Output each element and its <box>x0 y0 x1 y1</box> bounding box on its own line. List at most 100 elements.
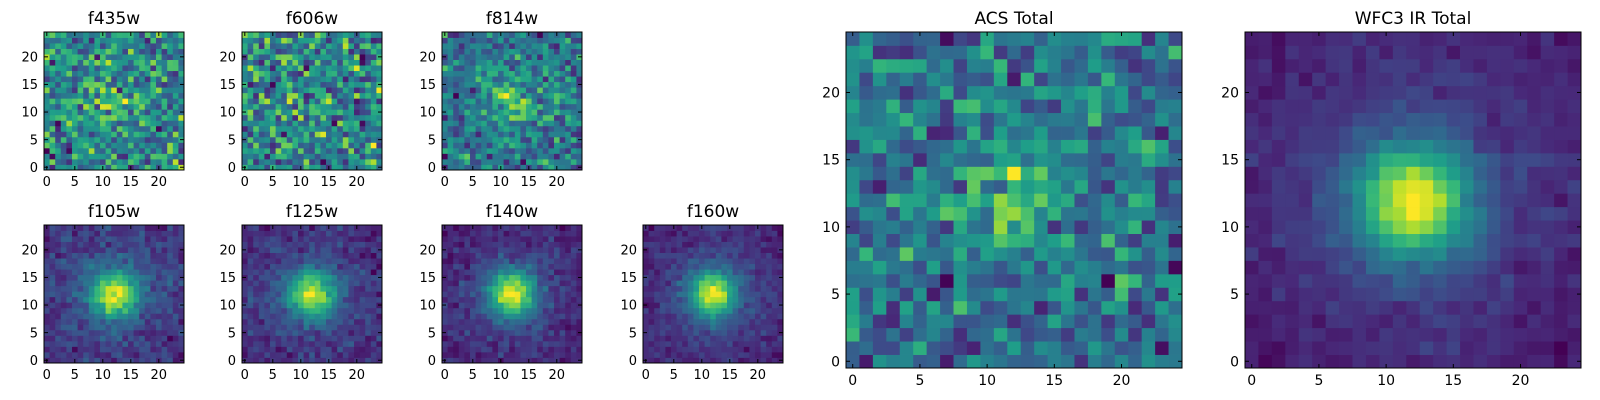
heatmap-cell <box>314 346 321 353</box>
x-tick-label: 10 <box>493 175 510 190</box>
heatmap-cell <box>100 109 106 116</box>
heatmap-cell <box>342 158 349 165</box>
heatmap-cell <box>676 291 683 298</box>
heatmap-cell <box>156 142 162 149</box>
heatmap-cell <box>156 346 162 353</box>
heatmap-cell <box>481 252 488 259</box>
heatmap-cell <box>337 241 344 248</box>
heatmap-cell <box>72 280 78 287</box>
heatmap-cell <box>682 274 689 281</box>
heatmap-cell <box>275 142 282 149</box>
heatmap-cell <box>458 147 465 154</box>
heatmap-cell <box>100 70 106 77</box>
heatmap-cell <box>727 351 733 358</box>
heatmap-cell <box>447 114 454 121</box>
heatmap-cell <box>55 76 62 83</box>
heatmap-cell <box>365 329 372 336</box>
heatmap-cell <box>258 125 265 132</box>
heatmap-cell <box>167 318 174 325</box>
heatmap-cell <box>537 252 544 259</box>
heatmap-cell <box>281 351 288 358</box>
heatmap-cell <box>671 236 677 242</box>
heatmap-cell <box>659 335 666 342</box>
heatmap-cell <box>275 70 282 77</box>
heatmap-cell <box>331 59 338 66</box>
heatmap-cell <box>314 285 321 292</box>
heatmap-cell <box>298 313 304 320</box>
heatmap-cell <box>354 54 360 60</box>
heatmap-cell <box>526 346 532 353</box>
heatmap-cell <box>453 70 460 77</box>
heatmap-cell <box>514 142 521 149</box>
heatmap-cell <box>503 120 510 127</box>
heatmap-cell <box>576 241 583 248</box>
heatmap-cell <box>926 152 941 167</box>
heatmap-cell <box>326 48 332 55</box>
heatmap-cell <box>178 307 185 314</box>
heatmap-cell <box>60 114 67 121</box>
heatmap-cell <box>275 329 282 336</box>
heatmap-cell <box>492 65 499 72</box>
heatmap-cell <box>133 48 140 55</box>
heatmap-cell <box>55 147 62 154</box>
heatmap-cell <box>172 307 179 314</box>
heatmap-cell <box>72 285 78 292</box>
heatmap-cell <box>122 241 129 248</box>
heatmap-cell <box>326 54 332 60</box>
heatmap-cell <box>755 313 761 320</box>
heatmap-cell <box>286 114 293 121</box>
x-tick-label: 10 <box>493 368 510 383</box>
heatmap-cell <box>116 114 123 121</box>
heatmap-cell <box>676 307 683 314</box>
heatmap-cell <box>537 43 544 49</box>
heatmap-cell <box>526 269 532 276</box>
heatmap-cell <box>576 37 583 44</box>
heatmap-cell <box>531 274 538 281</box>
heatmap-cell <box>475 48 482 55</box>
heatmap-cell <box>94 103 101 110</box>
heatmap-cell <box>993 354 1008 369</box>
heatmap-cell <box>643 230 649 237</box>
heatmap-cell <box>144 114 151 121</box>
heatmap-cell <box>172 32 179 38</box>
heatmap-cell <box>161 142 168 149</box>
heatmap-cell <box>144 136 151 143</box>
heatmap-cell <box>559 263 566 270</box>
heatmap-cell <box>1074 193 1089 208</box>
heatmap-cell <box>665 307 672 314</box>
heatmap-cell <box>548 164 555 171</box>
heatmap-cell <box>247 147 254 154</box>
heatmap-cell <box>286 263 293 270</box>
heatmap-cell <box>643 241 649 248</box>
heatmap-cell <box>275 346 282 353</box>
heatmap-cell <box>514 313 521 320</box>
heatmap-cell <box>314 241 321 248</box>
heatmap-cell <box>55 351 62 358</box>
heatmap-cell <box>178 70 185 77</box>
heatmap-cell <box>105 329 112 336</box>
heatmap-cell <box>83 307 90 314</box>
heatmap-cell <box>721 230 728 237</box>
heatmap-cell <box>178 269 185 276</box>
heatmap-cell <box>526 109 532 116</box>
heatmap-cell <box>354 258 360 265</box>
heatmap-cell <box>498 153 504 160</box>
heatmap-cell <box>94 247 101 253</box>
heatmap-cell <box>139 324 146 331</box>
heatmap-cell <box>172 37 179 44</box>
heatmap-cell <box>144 37 151 44</box>
heatmap-cell <box>565 32 572 38</box>
heatmap-cell <box>314 98 321 105</box>
heatmap-cell <box>49 32 56 38</box>
heatmap-cell <box>492 59 499 66</box>
heatmap-cell <box>253 329 260 336</box>
heatmap-cell <box>270 59 276 66</box>
heatmap-cell <box>447 313 454 320</box>
axes-frame <box>642 224 784 364</box>
heatmap-cell <box>447 92 454 99</box>
heatmap-cell <box>498 329 504 336</box>
heatmap-cell <box>766 247 773 253</box>
heatmap-cell <box>247 120 254 127</box>
heatmap-cell <box>514 324 521 331</box>
